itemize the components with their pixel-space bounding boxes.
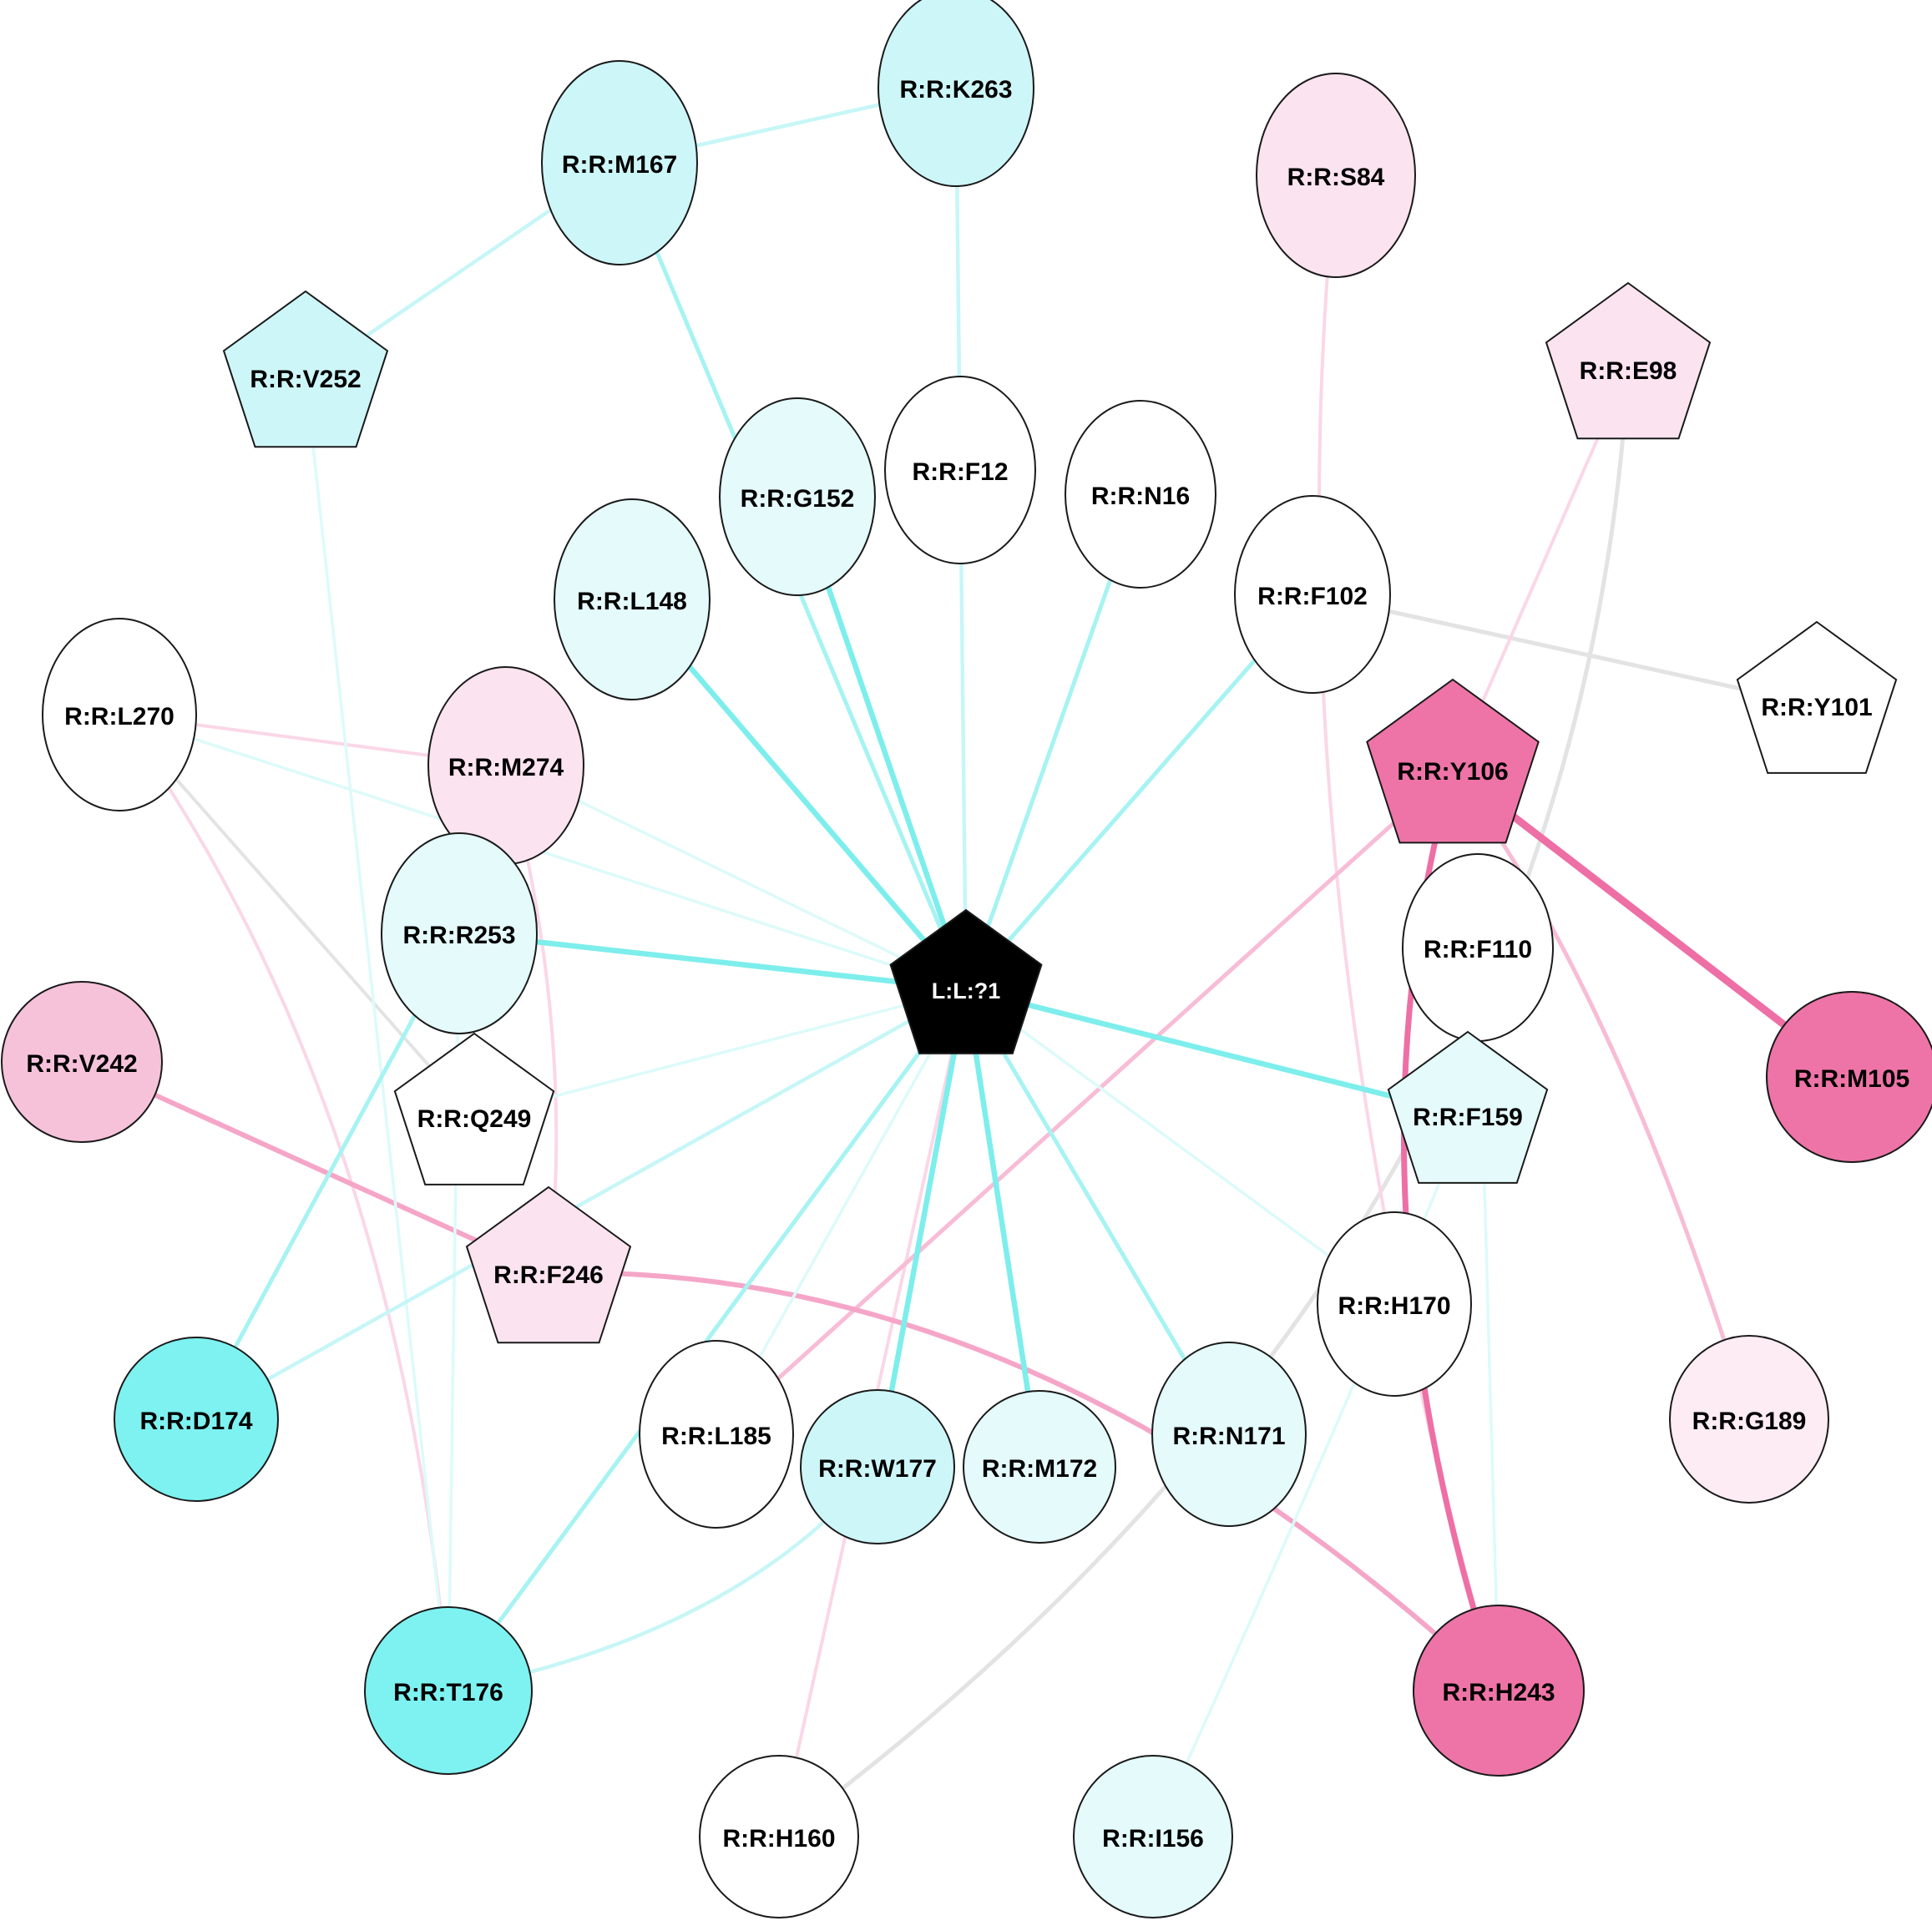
node-shape-n16[interactable] (1065, 400, 1216, 589)
node-f159[interactable]: R:R:F159 (1387, 1030, 1549, 1184)
edge-c-m274 (504, 764, 968, 991)
node-t176[interactable]: R:R:T176 (364, 1606, 533, 1775)
edge-c-d174 (194, 987, 969, 1422)
node-shape-f159[interactable] (1387, 1030, 1549, 1184)
node-k263[interactable]: R:R:K263 (877, 0, 1034, 187)
node-f102[interactable]: R:R:F102 (1234, 495, 1391, 694)
node-d174[interactable]: R:R:D174 (114, 1337, 279, 1502)
edge-c-q249 (473, 988, 968, 1119)
node-g152[interactable]: R:R:G152 (719, 397, 876, 596)
node-shape-m167[interactable] (541, 60, 698, 265)
node-shape-c[interactable] (889, 908, 1043, 1054)
node-n16[interactable]: R:R:N16 (1065, 400, 1216, 589)
node-m167[interactable]: R:R:M167 (541, 60, 698, 265)
node-shape-r253[interactable] (381, 832, 538, 1034)
node-l185[interactable]: R:R:L185 (639, 1340, 794, 1529)
node-shape-v252[interactable] (222, 290, 389, 448)
node-shape-k263[interactable] (877, 0, 1034, 187)
node-shape-f102[interactable] (1234, 495, 1391, 694)
edge-c-h170 (964, 988, 1396, 1306)
node-shape-m105[interactable] (1766, 991, 1932, 1163)
edge-c-r253 (456, 930, 969, 993)
node-g189[interactable]: R:R:G189 (1669, 1335, 1829, 1504)
node-shape-f110[interactable] (1402, 853, 1554, 1042)
node-shape-y101[interactable] (1736, 620, 1898, 774)
node-f110[interactable]: R:R:F110 (1402, 853, 1554, 1042)
node-shape-y106[interactable] (1366, 678, 1540, 844)
node-shape-e98[interactable] (1545, 281, 1712, 440)
node-e98[interactable]: R:R:E98 (1545, 281, 1712, 440)
node-m105[interactable]: R:R:M105 (1766, 991, 1932, 1163)
node-l270[interactable]: R:R:L270 (42, 618, 197, 811)
edge-e98-h160 (776, 366, 1631, 1839)
edge-l270-q249 (118, 713, 476, 1119)
node-shape-w177[interactable] (800, 1389, 955, 1544)
node-shape-m172[interactable] (963, 1390, 1116, 1544)
node-w177[interactable]: R:R:W177 (800, 1389, 955, 1544)
node-h170[interactable]: R:R:H170 (1317, 1211, 1472, 1397)
node-i156[interactable]: R:R:I156 (1073, 1755, 1233, 1918)
node-shape-f246[interactable] (465, 1185, 632, 1344)
node-y106[interactable]: R:R:Y106 (1366, 678, 1540, 844)
edge-f102-y101 (1310, 592, 1819, 708)
node-shape-l185[interactable] (639, 1340, 794, 1529)
node-shape-h170[interactable] (1317, 1211, 1472, 1397)
edge-f246-h243 (546, 1270, 1501, 1693)
node-shape-n171[interactable] (1151, 1342, 1307, 1527)
node-v252[interactable]: R:R:V252 (222, 290, 389, 448)
node-n171[interactable]: R:R:N171 (1151, 1342, 1307, 1527)
node-shape-f12[interactable] (884, 376, 1036, 564)
node-shape-q249[interactable] (393, 1032, 555, 1185)
node-s84[interactable]: R:R:S84 (1256, 73, 1416, 278)
edge-y106-l185 (714, 767, 1455, 1437)
edge-v242-f246 (79, 1059, 551, 1276)
node-l148[interactable]: R:R:L148 (554, 498, 711, 700)
node-shape-l148[interactable] (554, 498, 711, 700)
node-m172[interactable]: R:R:M172 (963, 1390, 1116, 1544)
node-shape-s84[interactable] (1256, 73, 1416, 278)
node-shape-g152[interactable] (719, 397, 876, 596)
node-shape-h243[interactable] (1413, 1605, 1585, 1777)
node-shape-t176[interactable] (364, 1606, 533, 1775)
edge-l270-t176 (118, 713, 450, 1692)
node-h160[interactable]: R:R:H160 (699, 1755, 859, 1918)
node-h243[interactable]: R:R:H243 (1413, 1605, 1585, 1777)
node-f12[interactable]: R:R:F12 (884, 376, 1036, 564)
edge-c-m172 (963, 986, 1043, 1470)
edge-c-f159 (963, 986, 1471, 1119)
edge-v252-t176 (304, 376, 450, 1692)
node-r253[interactable]: R:R:R253 (381, 832, 538, 1034)
node-y101[interactable]: R:R:Y101 (1736, 620, 1898, 774)
node-shape-d174[interactable] (114, 1337, 279, 1502)
node-v242[interactable]: R:R:V242 (1, 981, 163, 1143)
edge-c-w177 (874, 986, 969, 1470)
node-f246[interactable]: R:R:F246 (465, 1185, 632, 1344)
node-shape-g189[interactable] (1669, 1335, 1829, 1504)
node-shape-l270[interactable] (42, 618, 197, 811)
edge-c-t176 (446, 987, 969, 1693)
node-shape-i156[interactable] (1073, 1755, 1233, 1918)
node-shape-h160[interactable] (699, 1755, 859, 1918)
node-shape-v242[interactable] (1, 981, 163, 1143)
